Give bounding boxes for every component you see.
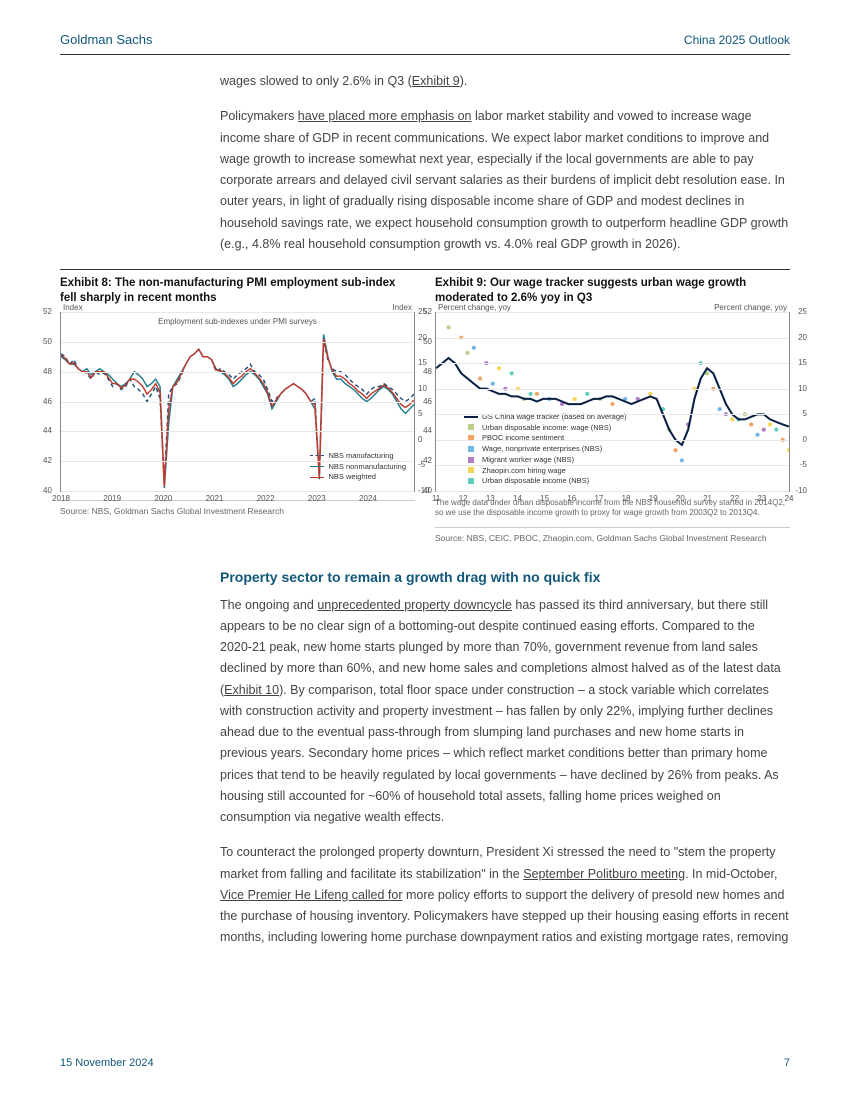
paragraph-2: Policymakers have placed more emphasis o… (220, 106, 790, 255)
paragraph-1: wages slowed to only 2.6% in Q3 (Exhibit… (220, 71, 790, 92)
doc-title: China 2025 Outlook (684, 31, 790, 50)
link-exhibit10[interactable]: Exhibit 10 (224, 683, 279, 697)
exhibit-8: Exhibit 8: The non-manufacturing PMI emp… (60, 276, 415, 545)
link-helifeng[interactable]: Vice Premier He Lifeng called for (220, 888, 403, 902)
page-footer: 15 November 2024 7 (60, 1055, 790, 1072)
exhibit-9: Exhibit 9: Our wage tracker suggests urb… (435, 276, 790, 545)
exhibit9-source: Source: NBS, CEIC, PBOC, Zhaopin.com, Go… (435, 527, 790, 545)
paragraph-4: To counteract the prolonged property dow… (220, 842, 790, 948)
footer-page: 7 (784, 1055, 790, 1072)
brand-name: Goldman Sachs (60, 30, 153, 50)
link-emphasis[interactable]: have placed more emphasis on (298, 109, 472, 123)
exhibit9-legend: GS China wage tracker (based on average)… (464, 412, 627, 487)
exhibit8-chart: Index Index Employment sub-indexes under… (60, 312, 415, 492)
page-header: Goldman Sachs China 2025 Outlook (60, 30, 790, 55)
exhibit8-legend: NBS manufacturingNBS nonmanufacturingNBS… (310, 451, 406, 483)
exhibits-row: Exhibit 8: The non-manufacturing PMI emp… (60, 269, 790, 545)
link-politburo[interactable]: September Politburo meeting (523, 867, 685, 881)
exhibit9-chart: Percent change, yoy Percent change, yoy … (435, 312, 790, 492)
section-heading-property: Property sector to remain a growth drag … (220, 567, 790, 589)
link-downcycle[interactable]: unprecedented property downcycle (317, 598, 512, 612)
footer-date: 15 November 2024 (60, 1055, 154, 1072)
link-exhibit9[interactable]: Exhibit 9 (412, 74, 460, 88)
exhibit8-title: Exhibit 8: The non-manufacturing PMI emp… (60, 276, 415, 306)
paragraph-3: The ongoing and unprecedented property d… (220, 595, 790, 829)
